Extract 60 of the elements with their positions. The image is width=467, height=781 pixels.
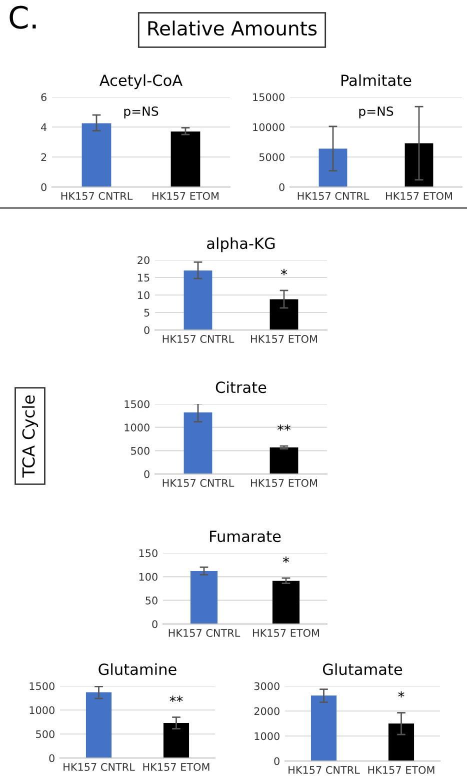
x-tick-label: HK157 CNTRL <box>162 479 234 487</box>
chart-title: Fumarate <box>210 530 281 542</box>
y-tick-label: 3000 <box>254 682 280 690</box>
y-tick-label: 1500 <box>30 682 54 690</box>
y-tick-label: 50 <box>146 596 158 604</box>
chart-title: Citrate <box>216 381 266 394</box>
chart-title: Palmitate <box>342 74 412 86</box>
x-tick-label: HK157 ETOM <box>251 479 317 487</box>
annotation: p=NS <box>124 106 158 118</box>
x-tick-label: HK157 CNTRL <box>288 766 360 774</box>
y-tick-label: 15000 <box>253 93 284 102</box>
y-tick-label: 0 <box>274 757 280 766</box>
chart-title: Glutamine <box>98 663 176 676</box>
y-tick-label: 20 <box>138 256 150 264</box>
x-tick-label: HK157 CNTRL <box>64 763 135 771</box>
x-tick-label: HK157 CNTRL <box>168 629 240 637</box>
y-tick-label: 10 <box>138 291 150 300</box>
annotation: ** <box>170 696 183 702</box>
y-tick-label: 1000 <box>254 732 280 740</box>
y-tick-label: 5 <box>144 308 150 317</box>
text: Relative Amounts <box>148 20 317 36</box>
y-tick-label: 0 <box>49 754 54 762</box>
y-tick-label: 100 <box>139 572 158 581</box>
x-tick-label: HK157 ETOM <box>251 335 317 343</box>
y-tick-label: 0 <box>41 183 46 192</box>
x-tick-label: HK157 ETOM <box>386 192 452 200</box>
annotation: p=NS <box>359 106 394 118</box>
y-tick-label: 0 <box>144 326 150 334</box>
x-tick-label: HK157 CNTRL <box>298 192 370 200</box>
y-tick-label: 10000 <box>253 123 284 132</box>
x-tick-label: HK157 ETOM <box>152 192 218 200</box>
x-tick-label: HK157 ETOM <box>253 629 319 637</box>
y-tick-label: 0 <box>152 620 158 628</box>
y-tick-label: 0 <box>279 183 284 192</box>
y-tick-label: 2000 <box>254 707 280 716</box>
chart-title: Acetyl-CoA <box>100 74 182 90</box>
y-tick-label: 1500 <box>124 400 150 408</box>
y-tick-label: 1000 <box>30 706 54 714</box>
x-tick-label: HK157 CNTRL <box>162 335 234 343</box>
y-tick-label: 4 <box>41 123 47 131</box>
y-tick-label: 500 <box>131 446 150 455</box>
chart-title: Glutamate <box>322 663 402 676</box>
y-tick-label: 6 <box>41 93 46 102</box>
annotation: * <box>280 268 288 276</box>
y-tick-label: 0 <box>144 470 150 478</box>
text: TCA Cycle <box>22 395 38 478</box>
chart-title: alpha-KG <box>207 237 275 252</box>
y-tick-label: 2 <box>41 153 46 161</box>
x-tick-label: HK157 CNTRL <box>61 192 133 200</box>
x-tick-label: HK157 ETOM <box>143 763 210 771</box>
y-tick-label: 5000 <box>259 153 284 162</box>
y-tick-label: 1000 <box>124 424 150 432</box>
y-tick-label: 15 <box>138 274 150 282</box>
y-tick-label: 150 <box>139 549 158 558</box>
text: C. <box>10 6 36 29</box>
annotation: * <box>282 556 290 563</box>
annotation: * <box>398 691 404 698</box>
annotation: ** <box>277 424 291 431</box>
y-tick-label: 500 <box>36 730 54 738</box>
x-tick-label: HK157 ETOM <box>368 766 434 774</box>
